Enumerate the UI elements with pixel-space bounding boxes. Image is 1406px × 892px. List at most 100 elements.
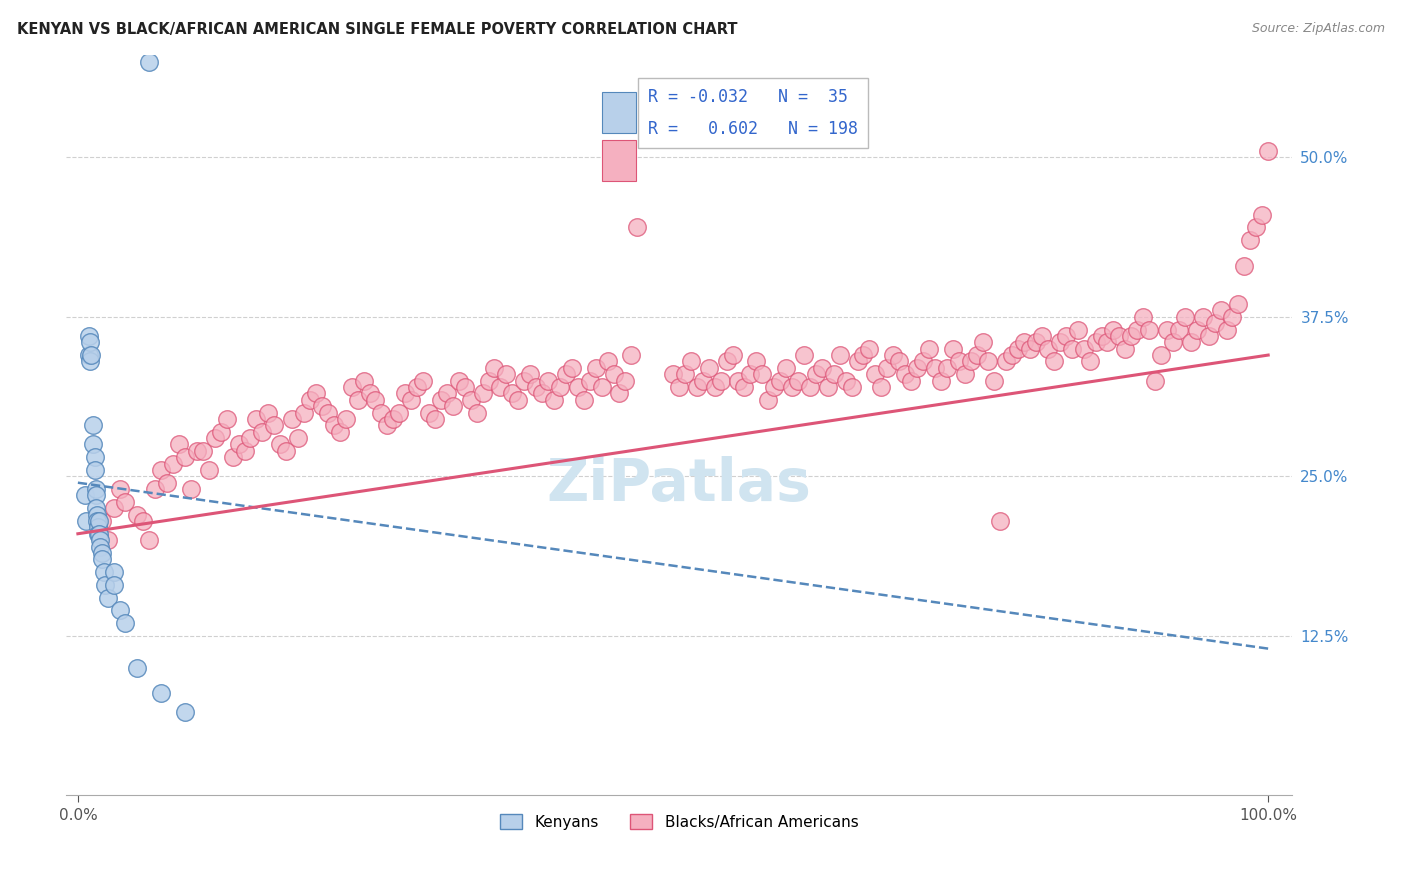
Point xyxy=(484,360,506,375)
Point xyxy=(359,386,381,401)
Point xyxy=(894,368,917,382)
Point xyxy=(94,578,117,592)
Point xyxy=(90,552,112,566)
Point xyxy=(620,348,643,362)
Point xyxy=(716,354,738,368)
Point xyxy=(804,368,827,382)
Point xyxy=(89,526,111,541)
FancyBboxPatch shape xyxy=(602,140,636,181)
Point xyxy=(198,463,221,477)
Point xyxy=(1150,348,1173,362)
Point xyxy=(156,475,179,490)
Point xyxy=(1007,342,1029,356)
Point xyxy=(1097,335,1119,350)
Point xyxy=(97,591,120,605)
Point xyxy=(1227,297,1250,311)
Point xyxy=(138,54,160,69)
Point xyxy=(204,431,226,445)
Point xyxy=(841,380,863,394)
Point xyxy=(763,380,786,394)
Point xyxy=(501,386,523,401)
Point xyxy=(83,463,105,477)
Point xyxy=(138,533,160,548)
Point xyxy=(269,437,291,451)
Point xyxy=(609,386,631,401)
Point xyxy=(508,392,530,407)
Point xyxy=(1161,335,1184,350)
Point xyxy=(1078,354,1101,368)
Point xyxy=(103,565,125,579)
Point xyxy=(911,354,934,368)
Point xyxy=(127,661,149,675)
Point xyxy=(465,405,488,419)
Point xyxy=(1036,342,1059,356)
Point xyxy=(591,380,613,394)
Point xyxy=(1025,335,1047,350)
Point xyxy=(543,392,565,407)
Point xyxy=(942,342,965,356)
Point xyxy=(1012,335,1035,350)
Point xyxy=(79,354,101,368)
Point xyxy=(430,392,453,407)
Point xyxy=(412,374,434,388)
Point xyxy=(460,392,482,407)
Point xyxy=(935,360,957,375)
Point xyxy=(191,443,214,458)
Point xyxy=(686,380,709,394)
Point xyxy=(1049,335,1071,350)
Point xyxy=(721,348,744,362)
Point xyxy=(900,374,922,388)
Point xyxy=(245,412,267,426)
Point xyxy=(948,354,970,368)
Point xyxy=(114,616,136,631)
Point xyxy=(143,482,166,496)
Point xyxy=(817,380,839,394)
Point xyxy=(228,437,250,451)
Point xyxy=(1204,316,1226,330)
Point xyxy=(572,392,595,407)
Point xyxy=(988,514,1011,528)
Point xyxy=(103,578,125,592)
Point xyxy=(298,392,321,407)
Point xyxy=(924,360,946,375)
Point xyxy=(865,368,887,382)
Point xyxy=(1209,303,1232,318)
Point xyxy=(1126,322,1149,336)
Point xyxy=(823,368,845,382)
Point xyxy=(561,360,583,375)
Point xyxy=(84,482,107,496)
Point xyxy=(388,405,411,419)
Point xyxy=(1185,322,1208,336)
Point xyxy=(93,565,115,579)
Point xyxy=(751,368,773,382)
Point xyxy=(1060,342,1083,356)
Point xyxy=(1108,329,1130,343)
Point xyxy=(905,360,928,375)
Point xyxy=(86,514,108,528)
Point xyxy=(513,374,536,388)
Point xyxy=(97,533,120,548)
Point xyxy=(162,457,184,471)
Point xyxy=(370,405,392,419)
Point xyxy=(793,348,815,362)
Point xyxy=(90,514,112,528)
Point xyxy=(846,354,869,368)
Text: R = -0.032   N =  35
R =   0.602   N = 198: R = -0.032 N = 35 R = 0.602 N = 198 xyxy=(648,88,858,138)
Point xyxy=(585,360,607,375)
Point xyxy=(209,425,232,439)
Point xyxy=(346,392,368,407)
Point xyxy=(673,368,696,382)
Point xyxy=(399,392,422,407)
Point xyxy=(79,335,101,350)
Point xyxy=(495,368,517,382)
Point xyxy=(77,348,100,362)
Point xyxy=(89,514,111,528)
Point xyxy=(614,374,637,388)
Point xyxy=(257,405,280,419)
Point xyxy=(174,450,197,465)
Point xyxy=(174,706,197,720)
Point xyxy=(1067,322,1090,336)
Point xyxy=(596,354,619,368)
Point xyxy=(1167,322,1189,336)
Point xyxy=(662,368,685,382)
